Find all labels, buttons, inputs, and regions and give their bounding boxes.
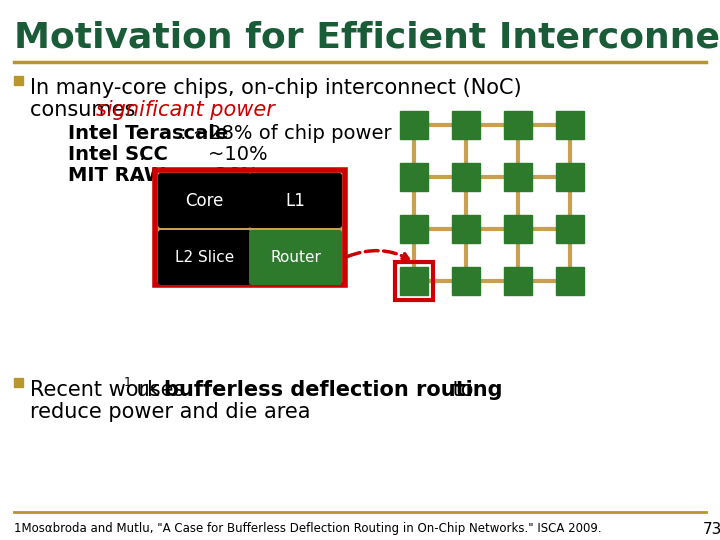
- Text: In many-core chips, on-chip interconnect (NoC): In many-core chips, on-chip interconnect…: [30, 78, 521, 98]
- Text: 1: 1: [124, 376, 132, 389]
- Text: Router: Router: [270, 250, 321, 265]
- Text: significant power: significant power: [96, 100, 275, 120]
- Bar: [452, 215, 480, 243]
- Text: :         ~36%: : ~36%: [136, 166, 258, 185]
- Text: Intel SCC: Intel SCC: [68, 145, 168, 164]
- Text: to: to: [446, 380, 474, 400]
- Text: Core: Core: [185, 192, 224, 210]
- Bar: [556, 111, 584, 139]
- Bar: [400, 267, 428, 295]
- Bar: [400, 215, 428, 243]
- Bar: [556, 267, 584, 295]
- Bar: [452, 163, 480, 191]
- Bar: [452, 111, 480, 139]
- Bar: [400, 111, 428, 139]
- Text: L2 Slice: L2 Slice: [175, 250, 234, 265]
- Text: Recent work: Recent work: [30, 380, 159, 400]
- Text: consumes: consumes: [30, 100, 142, 120]
- Bar: [504, 163, 532, 191]
- Text: L1: L1: [286, 192, 305, 210]
- FancyBboxPatch shape: [249, 230, 342, 285]
- Bar: [556, 215, 584, 243]
- Text: : ~28% of chip power: : ~28% of chip power: [180, 124, 392, 143]
- FancyBboxPatch shape: [155, 170, 345, 285]
- Text: Intel Terascale: Intel Terascale: [68, 124, 228, 143]
- FancyBboxPatch shape: [158, 230, 251, 285]
- Bar: [504, 111, 532, 139]
- Bar: [14, 76, 23, 85]
- Bar: [452, 267, 480, 295]
- Bar: [395, 262, 433, 300]
- Text: 73: 73: [703, 522, 720, 537]
- Bar: [556, 163, 584, 191]
- Text: uses: uses: [130, 380, 191, 400]
- Bar: [400, 163, 428, 191]
- Bar: [504, 267, 532, 295]
- Text: bufferless deflection routing: bufferless deflection routing: [164, 380, 503, 400]
- Text: reduce power and die area: reduce power and die area: [30, 402, 310, 422]
- Bar: [504, 215, 532, 243]
- FancyBboxPatch shape: [249, 173, 342, 228]
- Text: MIT RAW: MIT RAW: [68, 166, 166, 185]
- Text: 1Mosαbroda and Mutlu, "A Case for Bufferless Deflection Routing in On-Chip Netwo: 1Mosαbroda and Mutlu, "A Case for Buffer…: [14, 522, 602, 535]
- Bar: [14, 378, 23, 387]
- FancyBboxPatch shape: [158, 173, 251, 228]
- Text: :          ~10%: : ~10%: [139, 145, 268, 164]
- Text: Motivation for Efficient Interconnect: Motivation for Efficient Interconnect: [14, 20, 720, 54]
